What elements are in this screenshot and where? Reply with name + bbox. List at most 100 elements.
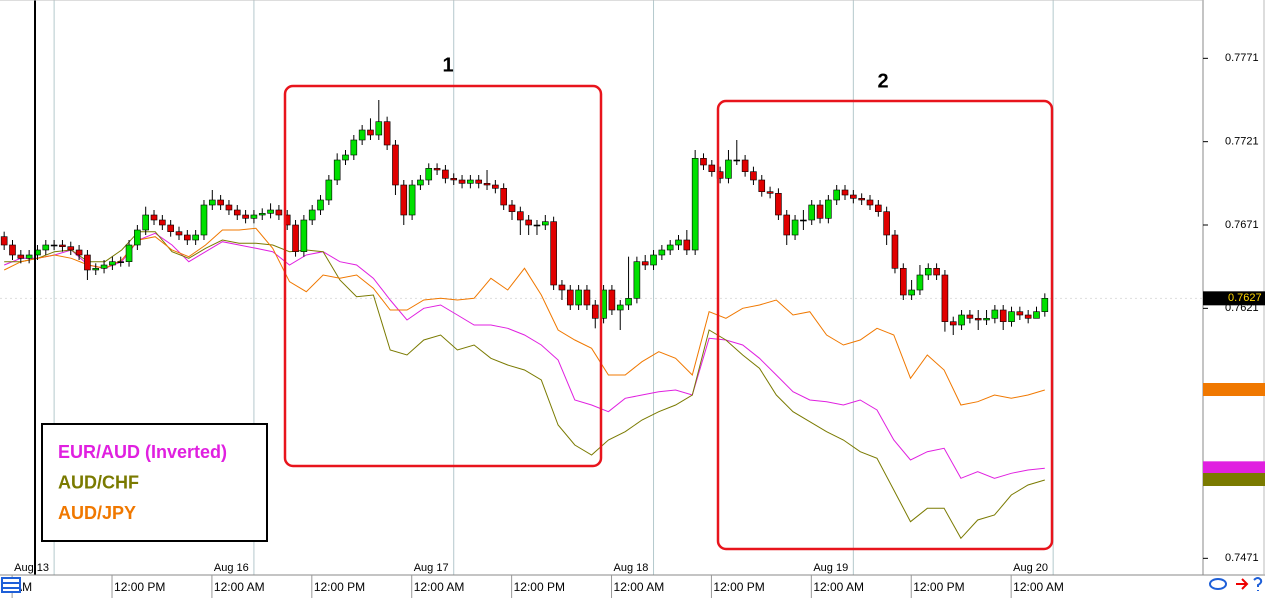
candle-body bbox=[1024, 314, 1032, 319]
candle-body bbox=[92, 268, 100, 271]
candle-body bbox=[616, 304, 624, 311]
y-tick-label: 0.7471 bbox=[1225, 552, 1259, 564]
y-tick-label: 0.7721 bbox=[1225, 136, 1259, 148]
indicator-lines bbox=[3, 227, 1045, 540]
candle-body bbox=[750, 171, 757, 181]
candle-body bbox=[1008, 311, 1015, 322]
candle-body bbox=[675, 239, 682, 246]
x-tick-label: 12:00 AM bbox=[1013, 580, 1064, 594]
candle-body bbox=[591, 304, 599, 319]
candle-body bbox=[958, 314, 965, 326]
candle-body bbox=[208, 199, 216, 206]
candle-body bbox=[342, 154, 349, 161]
candle-body bbox=[142, 214, 149, 231]
indicator-line bbox=[4, 231, 1045, 540]
x-tick-label: 12:00 PM bbox=[114, 580, 165, 594]
candle-body bbox=[691, 158, 699, 251]
price-marker bbox=[1203, 291, 1265, 306]
candle-body bbox=[508, 204, 516, 212]
candle-body bbox=[741, 159, 749, 172]
candle-body bbox=[566, 289, 574, 306]
arrow-icon[interactable] bbox=[1236, 578, 1249, 590]
candle-body bbox=[67, 246, 75, 251]
candle-body bbox=[367, 129, 374, 136]
candle-body bbox=[433, 168, 441, 171]
candle-body bbox=[733, 159, 741, 162]
x-tick-label: 12:00 PM bbox=[713, 580, 764, 594]
candle-body bbox=[974, 318, 982, 321]
candle-body bbox=[333, 159, 341, 181]
indicator-line bbox=[4, 232, 1045, 479]
candle-body bbox=[625, 298, 632, 306]
candle-body bbox=[292, 224, 299, 252]
candle-body bbox=[450, 178, 458, 181]
candle-body bbox=[350, 139, 358, 156]
candle-body bbox=[100, 264, 108, 269]
candle-body bbox=[1033, 311, 1040, 319]
candle-body bbox=[150, 214, 158, 221]
candle-body bbox=[891, 234, 899, 269]
candle-body bbox=[941, 274, 949, 322]
candle-body bbox=[558, 284, 566, 291]
candle-body bbox=[184, 234, 191, 241]
candle-body bbox=[492, 184, 499, 189]
line-price-marker bbox=[1203, 383, 1265, 396]
candle-body bbox=[908, 289, 915, 296]
toolbar-icon[interactable] bbox=[1, 577, 21, 593]
candle-body bbox=[608, 289, 616, 311]
candle-body bbox=[833, 189, 840, 201]
current-price: 0.7627 bbox=[1228, 292, 1262, 304]
candle-body bbox=[200, 204, 208, 236]
candle-body bbox=[875, 204, 882, 212]
candle-body bbox=[467, 179, 474, 184]
candle-body bbox=[725, 159, 732, 179]
legend-entry: AUD/JPY bbox=[58, 503, 136, 523]
candle-body bbox=[17, 254, 25, 259]
candle-body bbox=[775, 193, 782, 216]
candle-body bbox=[109, 261, 116, 266]
date-label: Aug 13 bbox=[14, 562, 49, 574]
candle-body bbox=[217, 199, 224, 206]
candle-body bbox=[525, 219, 532, 226]
candle-body bbox=[1016, 311, 1024, 316]
candles bbox=[0, 100, 1049, 335]
candle-body bbox=[358, 129, 366, 141]
candle-body bbox=[700, 158, 707, 166]
candle-body bbox=[167, 224, 174, 232]
candle-body bbox=[550, 221, 557, 286]
candle-body bbox=[442, 169, 449, 179]
candle-body bbox=[225, 204, 233, 211]
candle-body bbox=[991, 309, 999, 319]
x-tick-label: 12:00 PM bbox=[314, 580, 365, 594]
candle-body bbox=[258, 213, 266, 216]
candle-body bbox=[50, 244, 58, 247]
candle-body bbox=[966, 314, 974, 319]
x-tick-label: 12:00 AM bbox=[614, 580, 665, 594]
y-tick-label: 0.7771 bbox=[1225, 52, 1259, 64]
candle-body bbox=[949, 321, 957, 326]
candle-body bbox=[125, 244, 133, 262]
candle-body bbox=[300, 219, 308, 252]
candle-body bbox=[383, 121, 391, 146]
date-label: Aug 17 bbox=[414, 562, 449, 574]
candle-body bbox=[267, 209, 274, 214]
candle-body bbox=[983, 318, 990, 321]
candle-body bbox=[425, 168, 433, 181]
candle-body bbox=[500, 188, 507, 206]
help-icon[interactable] bbox=[1253, 577, 1263, 591]
candle-body bbox=[1041, 298, 1049, 312]
candle-body bbox=[800, 219, 807, 222]
candle-body bbox=[841, 189, 849, 196]
candle-body bbox=[458, 179, 466, 184]
candle-body bbox=[924, 268, 932, 276]
candle-body bbox=[233, 209, 241, 216]
x-tick-label: 12:00 AM bbox=[214, 580, 265, 594]
candle-body bbox=[400, 184, 408, 216]
candle-body bbox=[808, 204, 816, 221]
candle-body bbox=[375, 121, 383, 136]
link-icon[interactable] bbox=[1209, 578, 1227, 590]
candle-body bbox=[916, 274, 924, 291]
annotation: 1 bbox=[442, 54, 453, 76]
candle-body bbox=[117, 261, 125, 263]
